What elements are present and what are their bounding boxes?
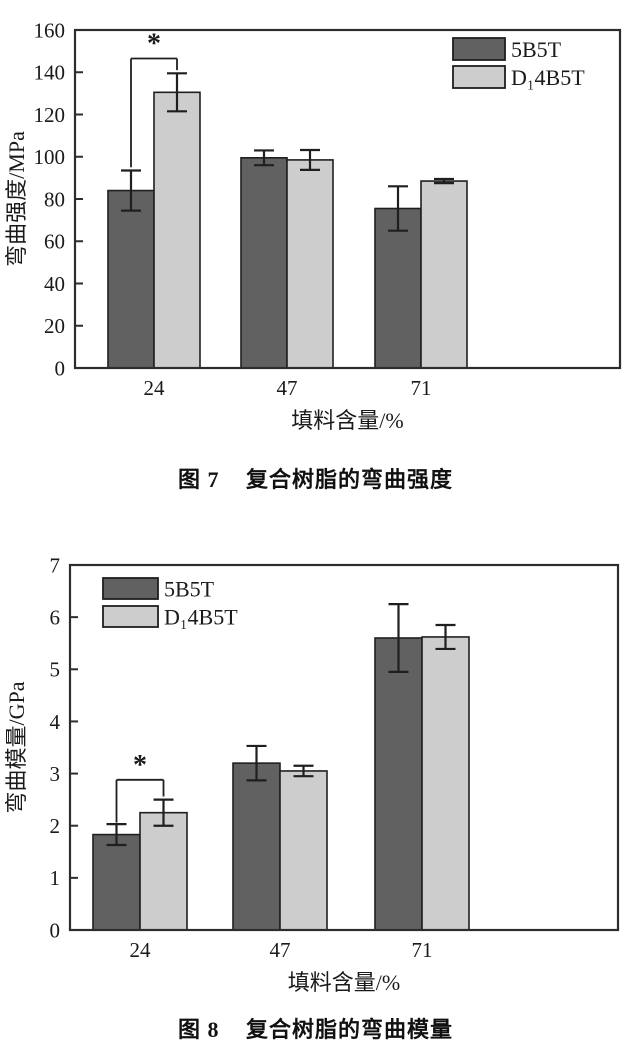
svg-text:20: 20 bbox=[44, 314, 65, 338]
bar-5B5T-47 bbox=[232, 762, 281, 931]
legend-label-5B5T: 5B5T bbox=[511, 37, 562, 62]
svg-text:6: 6 bbox=[50, 605, 61, 629]
figure-8-caption-text: 复合树脂的弯曲模量 bbox=[246, 1017, 454, 1042]
figure-7-caption-text: 复合树脂的弯曲强度 bbox=[246, 467, 454, 492]
legend-swatch-5B5T bbox=[452, 37, 506, 61]
svg-text:3: 3 bbox=[50, 762, 61, 786]
legend: 5B5T D₁4B5T bbox=[102, 576, 238, 629]
significance-star: * bbox=[147, 29, 161, 60]
svg-text:80: 80 bbox=[44, 187, 65, 211]
y-axis-title: 弯曲强度/MPa bbox=[4, 131, 29, 267]
svg-text:47: 47 bbox=[270, 938, 291, 962]
figure-8-caption-number: 图 8 bbox=[177, 1017, 220, 1042]
legend-swatch-D₁4B5T bbox=[452, 65, 506, 89]
significance-bracket bbox=[115, 778, 165, 823]
svg-text:60: 60 bbox=[44, 230, 65, 254]
svg-text:2: 2 bbox=[50, 814, 61, 838]
svg-text:160: 160 bbox=[34, 18, 66, 42]
x-axis: 24 47 71 bbox=[144, 376, 432, 400]
svg-text:47: 47 bbox=[277, 376, 298, 400]
svg-text:40: 40 bbox=[44, 272, 65, 296]
bar-5B5T-71 bbox=[374, 207, 422, 369]
legend: 5B5T D₁4B5T bbox=[452, 37, 585, 90]
bars bbox=[107, 91, 468, 369]
bar-5B5T-24 bbox=[92, 833, 141, 931]
significance-star: * bbox=[133, 750, 147, 781]
svg-text:24: 24 bbox=[144, 376, 166, 400]
svg-text:4: 4 bbox=[50, 710, 61, 734]
bar-D₁4B5T-47 bbox=[286, 159, 334, 369]
legend-swatch-D₁4B5T bbox=[102, 605, 159, 628]
legend-label-D₁4B5T: D₁4B5T bbox=[164, 604, 238, 629]
bar-D₁4B5T-71 bbox=[420, 180, 468, 369]
y-axis: 0 1 2 3 4 5 6 7 bbox=[50, 553, 78, 942]
bar-D₁4B5T-71 bbox=[421, 636, 470, 931]
bars bbox=[92, 636, 470, 931]
svg-text:7: 7 bbox=[50, 553, 61, 577]
bar-5B5T-24 bbox=[107, 189, 155, 369]
x-axis-title: 填料含量/% bbox=[291, 408, 403, 433]
bar-5B5T-47 bbox=[240, 157, 288, 369]
svg-text:71: 71 bbox=[412, 938, 433, 962]
flexural-modulus-chart: 0 1 2 3 4 5 6 7 弯曲模量/GPa 24 47 71 填料含量/% 5B5T D₁4B5T * bbox=[4, 553, 620, 995]
x-axis-title: 填料含量/% bbox=[288, 970, 400, 995]
svg-text:71: 71 bbox=[411, 376, 432, 400]
svg-text:0: 0 bbox=[55, 356, 66, 380]
flexural-strength-chart: 0 20 40 60 80 100 120 140 160 弯曲强度/MPa 24 47 71 填料含量/… bbox=[4, 18, 622, 433]
figure-7-caption-number: 图 7 bbox=[177, 467, 220, 492]
legend-swatch-5B5T bbox=[102, 577, 159, 600]
svg-text:100: 100 bbox=[34, 145, 66, 169]
error-bars bbox=[106, 603, 456, 847]
y-axis: 0 20 40 60 80 100 120 140 160 bbox=[34, 18, 83, 380]
svg-text:120: 120 bbox=[34, 103, 66, 127]
error-bars bbox=[121, 72, 454, 232]
significance-bracket bbox=[130, 57, 178, 168]
svg-text:24: 24 bbox=[130, 938, 152, 962]
x-axis: 24 47 71 bbox=[130, 938, 433, 962]
svg-text:140: 140 bbox=[34, 61, 66, 85]
bar-5B5T-71 bbox=[374, 637, 423, 931]
plot-frame bbox=[68, 563, 620, 932]
legend-label-D₁4B5T: D₁4B5T bbox=[511, 65, 585, 90]
figure-8-caption: 图 8 复合树脂的弯曲模量 bbox=[0, 1012, 631, 1044]
legend-label-5B5T: 5B5T bbox=[164, 576, 215, 601]
bar-D₁4B5T-24 bbox=[139, 811, 188, 931]
svg-text:0: 0 bbox=[50, 918, 61, 942]
bar-D₁4B5T-24 bbox=[153, 91, 201, 369]
y-axis-title: 弯曲模量/GPa bbox=[4, 681, 29, 813]
figure-7-caption: 图 7 复合树脂的弯曲强度 bbox=[0, 462, 631, 494]
svg-text:5: 5 bbox=[50, 658, 61, 682]
svg-text:1: 1 bbox=[50, 866, 61, 890]
bar-D₁4B5T-47 bbox=[279, 770, 328, 931]
